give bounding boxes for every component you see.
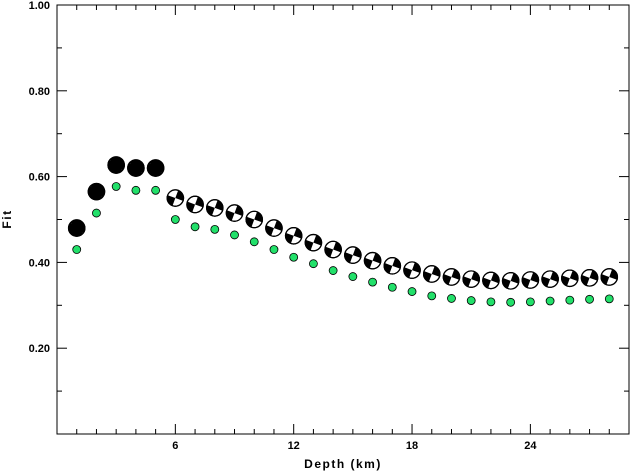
beachball-point (205, 199, 224, 217)
green-fit-point (604, 294, 614, 304)
x-axis-label: Depth (km) (304, 457, 382, 471)
axis-ticks: 6 12 18 24 0.20 0.40 0.60 0.80 1.00 (29, 0, 629, 452)
y-tick-label: 0.80 (29, 86, 50, 98)
green-fit-point (131, 185, 141, 195)
green-fit-point (565, 295, 575, 305)
green-fit-point (190, 222, 200, 232)
beachball-point (383, 257, 402, 275)
beachball-point (344, 246, 362, 264)
green-fit-point (486, 297, 496, 307)
y-tick-label: 0.40 (29, 257, 50, 269)
green-fit-point (249, 237, 259, 247)
beachball-point (265, 219, 283, 237)
green-fit-point (111, 182, 121, 191)
x-tick-label: 12 (288, 440, 300, 452)
y-tick-label: 1.00 (29, 0, 50, 12)
beachball-point (166, 189, 185, 207)
x-tick-label: 18 (406, 440, 418, 452)
y-axis-label: Fit (0, 209, 14, 228)
beachball-point (521, 271, 540, 289)
beachball-point (107, 156, 125, 174)
beachball-point (304, 233, 323, 252)
beachball-point (146, 159, 165, 177)
beachball-point (186, 195, 204, 214)
beachball-point (67, 219, 86, 237)
beachball-point (284, 227, 303, 245)
green-fit-point (210, 224, 220, 234)
green-fit-point (407, 287, 417, 296)
beachball-point (442, 268, 461, 286)
green-fit-point (151, 185, 161, 195)
green-fit-point (427, 291, 437, 301)
green-fit-point (387, 282, 397, 292)
beachball-point (541, 270, 559, 288)
green-fit-point (466, 296, 476, 305)
green-fit-point (328, 266, 338, 275)
green-fit-point (289, 252, 299, 262)
y-tick-label: 0.60 (29, 172, 50, 184)
beachball-point (561, 269, 579, 288)
beachball-point (324, 240, 342, 259)
green-fit-point (309, 259, 318, 269)
beachball-point (245, 210, 264, 229)
green-fit-point (525, 297, 535, 307)
beachball-point (87, 182, 106, 201)
green-fit-point (269, 245, 279, 254)
green-fit-point (506, 297, 516, 307)
green-fit-point (348, 272, 358, 281)
beachball-point (580, 269, 599, 287)
beachball-point (501, 272, 520, 290)
green-fit-point (368, 277, 377, 287)
plot-frame (56, 4, 630, 435)
beachball-point (482, 271, 500, 290)
beachball-point (363, 251, 382, 270)
y-tick-label: 0.20 (29, 343, 50, 355)
x-tick-label: 6 (172, 440, 178, 452)
green-fit-point (72, 245, 82, 254)
beachball-point (225, 204, 244, 222)
beachball-point (600, 268, 619, 286)
chart-marks (67, 156, 619, 307)
green-fit-point (447, 294, 456, 303)
beachball-point (422, 265, 441, 283)
x-tick-label: 24 (524, 440, 537, 452)
beachball-point (462, 270, 481, 288)
green-fit-point (545, 296, 555, 306)
beachball-point (127, 159, 145, 177)
green-fit-point (170, 215, 180, 224)
green-fit-point (585, 294, 594, 304)
beachball-point (403, 261, 421, 279)
green-fit-point (230, 230, 239, 240)
green-fit-point (92, 208, 101, 218)
